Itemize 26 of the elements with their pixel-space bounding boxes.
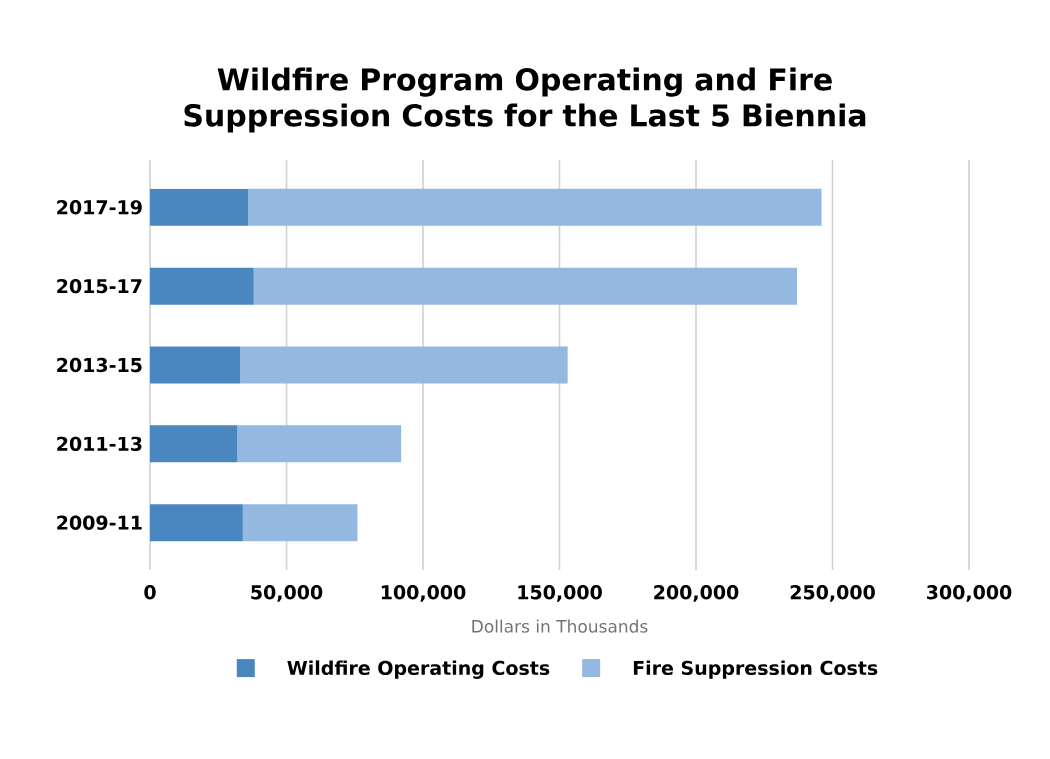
y-tick-label: 2009-11 bbox=[57, 515, 142, 530]
y-tick-label: 2015-17 bbox=[57, 278, 142, 294]
bar bbox=[248, 188, 822, 226]
bar bbox=[150, 267, 254, 305]
x-tick-label: 250,000 bbox=[790, 585, 875, 602]
legend-label: Fire Suppression Costs bbox=[633, 660, 878, 679]
bar bbox=[237, 425, 402, 463]
bar bbox=[150, 346, 241, 384]
bar bbox=[253, 267, 798, 305]
bar bbox=[240, 346, 568, 384]
x-tick-label: 150,000 bbox=[518, 585, 602, 602]
bar bbox=[150, 504, 243, 542]
chart-title: Wildfire Program Operating and Fire Suppression Costs for the Last 5 Biennia bbox=[184, 67, 866, 133]
y-tick-label: 2017-19 bbox=[57, 200, 142, 215]
bar bbox=[150, 188, 249, 226]
x-tick-label: 50,000 bbox=[251, 585, 323, 602]
legend-label: Wildfire Operating Costs bbox=[287, 660, 550, 679]
x-tick-label: 100,000 bbox=[381, 585, 466, 602]
x-tick-label: 0 bbox=[144, 585, 156, 600]
y-tick-label: 2011-13 bbox=[57, 436, 142, 452]
bar bbox=[150, 425, 238, 463]
x-tick-label: 200,000 bbox=[654, 585, 739, 602]
x-axis-title: Dollars in Thousands bbox=[472, 619, 648, 633]
x-tick-label: 300,000 bbox=[927, 585, 1012, 602]
y-tick-label: 2013-15 bbox=[57, 357, 142, 373]
bar bbox=[242, 504, 358, 542]
